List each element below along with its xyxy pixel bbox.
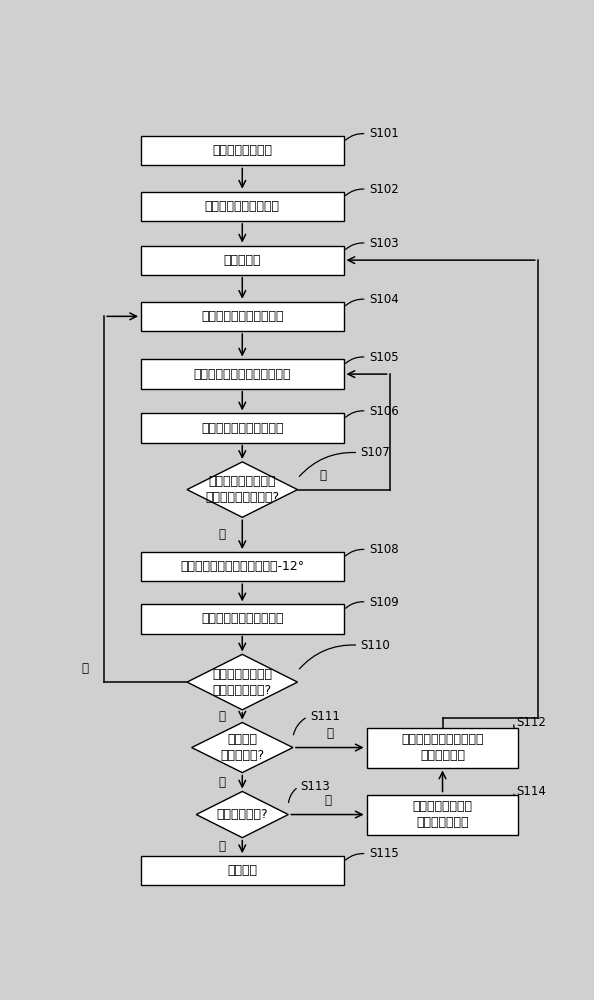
Text: 是: 是 xyxy=(218,776,225,789)
Text: S114: S114 xyxy=(516,785,546,798)
FancyBboxPatch shape xyxy=(141,856,343,885)
Text: S110: S110 xyxy=(361,639,390,652)
FancyBboxPatch shape xyxy=(141,302,343,331)
FancyBboxPatch shape xyxy=(141,246,343,275)
Text: 平移台停稳: 平移台停稳 xyxy=(223,254,261,267)
Text: 是否完成采集?: 是否完成采集? xyxy=(216,808,268,821)
Text: 停止采集: 停止采集 xyxy=(228,864,257,877)
Text: 否: 否 xyxy=(324,794,331,807)
Text: 数字微镜阵列中所有微镜置于-12°: 数字微镜阵列中所有微镜置于-12° xyxy=(180,560,304,573)
FancyBboxPatch shape xyxy=(141,552,343,581)
Text: 否: 否 xyxy=(81,662,89,675)
Text: S106: S106 xyxy=(369,405,399,418)
Text: 否: 否 xyxy=(326,727,333,740)
Text: S103: S103 xyxy=(369,237,399,250)
Polygon shape xyxy=(187,654,298,710)
Text: S115: S115 xyxy=(369,847,399,860)
Text: 是: 是 xyxy=(218,840,225,853)
Text: 平移台带动样本移动到下
一成像子区域: 平移台带动样本移动到下 一成像子区域 xyxy=(402,733,484,762)
FancyBboxPatch shape xyxy=(141,413,343,443)
Text: 是否完成三幅不同相
位结构光图像的采集?: 是否完成三幅不同相 位结构光图像的采集? xyxy=(205,475,279,504)
Text: S112: S112 xyxy=(516,716,546,729)
Text: 是: 是 xyxy=(218,710,225,723)
Text: 该表层是
否完成采集?: 该表层是 否完成采集? xyxy=(220,733,264,762)
Text: 光学传感器采集图像信号: 光学传感器采集图像信号 xyxy=(201,422,283,434)
FancyBboxPatch shape xyxy=(141,359,343,389)
Text: 确定样本成像区域: 确定样本成像区域 xyxy=(212,144,272,157)
Text: 金刚石刀具切除已
成像的表层区域: 金刚石刀具切除已 成像的表层区域 xyxy=(412,800,473,829)
Text: S109: S109 xyxy=(369,596,399,609)
Text: 是否完成该子区域
深度方向的采集?: 是否完成该子区域 深度方向的采集? xyxy=(212,668,272,697)
Text: S104: S104 xyxy=(369,293,399,306)
FancyBboxPatch shape xyxy=(366,795,519,835)
Text: S105: S105 xyxy=(369,351,399,364)
Text: S111: S111 xyxy=(310,710,340,723)
FancyBboxPatch shape xyxy=(141,192,343,221)
FancyBboxPatch shape xyxy=(141,136,343,165)
Text: 压电物镜位移器移动物镜: 压电物镜位移器移动物镜 xyxy=(201,310,283,323)
FancyBboxPatch shape xyxy=(141,604,343,634)
Text: 否: 否 xyxy=(320,469,326,482)
Polygon shape xyxy=(192,723,293,773)
Text: 是: 是 xyxy=(218,528,225,541)
Text: S102: S102 xyxy=(369,183,399,196)
Text: S107: S107 xyxy=(361,446,390,459)
Text: 重建光学断层图像并存储: 重建光学断层图像并存储 xyxy=(201,612,283,625)
Text: S113: S113 xyxy=(301,780,330,793)
Text: 数字微镜阵列生成结构光图案: 数字微镜阵列生成结构光图案 xyxy=(194,368,291,381)
Polygon shape xyxy=(196,791,288,838)
FancyBboxPatch shape xyxy=(366,728,519,768)
Text: 平移台移动至成像区域: 平移台移动至成像区域 xyxy=(205,200,280,213)
Polygon shape xyxy=(187,462,298,517)
Text: S108: S108 xyxy=(369,543,399,556)
Text: S101: S101 xyxy=(369,127,399,140)
